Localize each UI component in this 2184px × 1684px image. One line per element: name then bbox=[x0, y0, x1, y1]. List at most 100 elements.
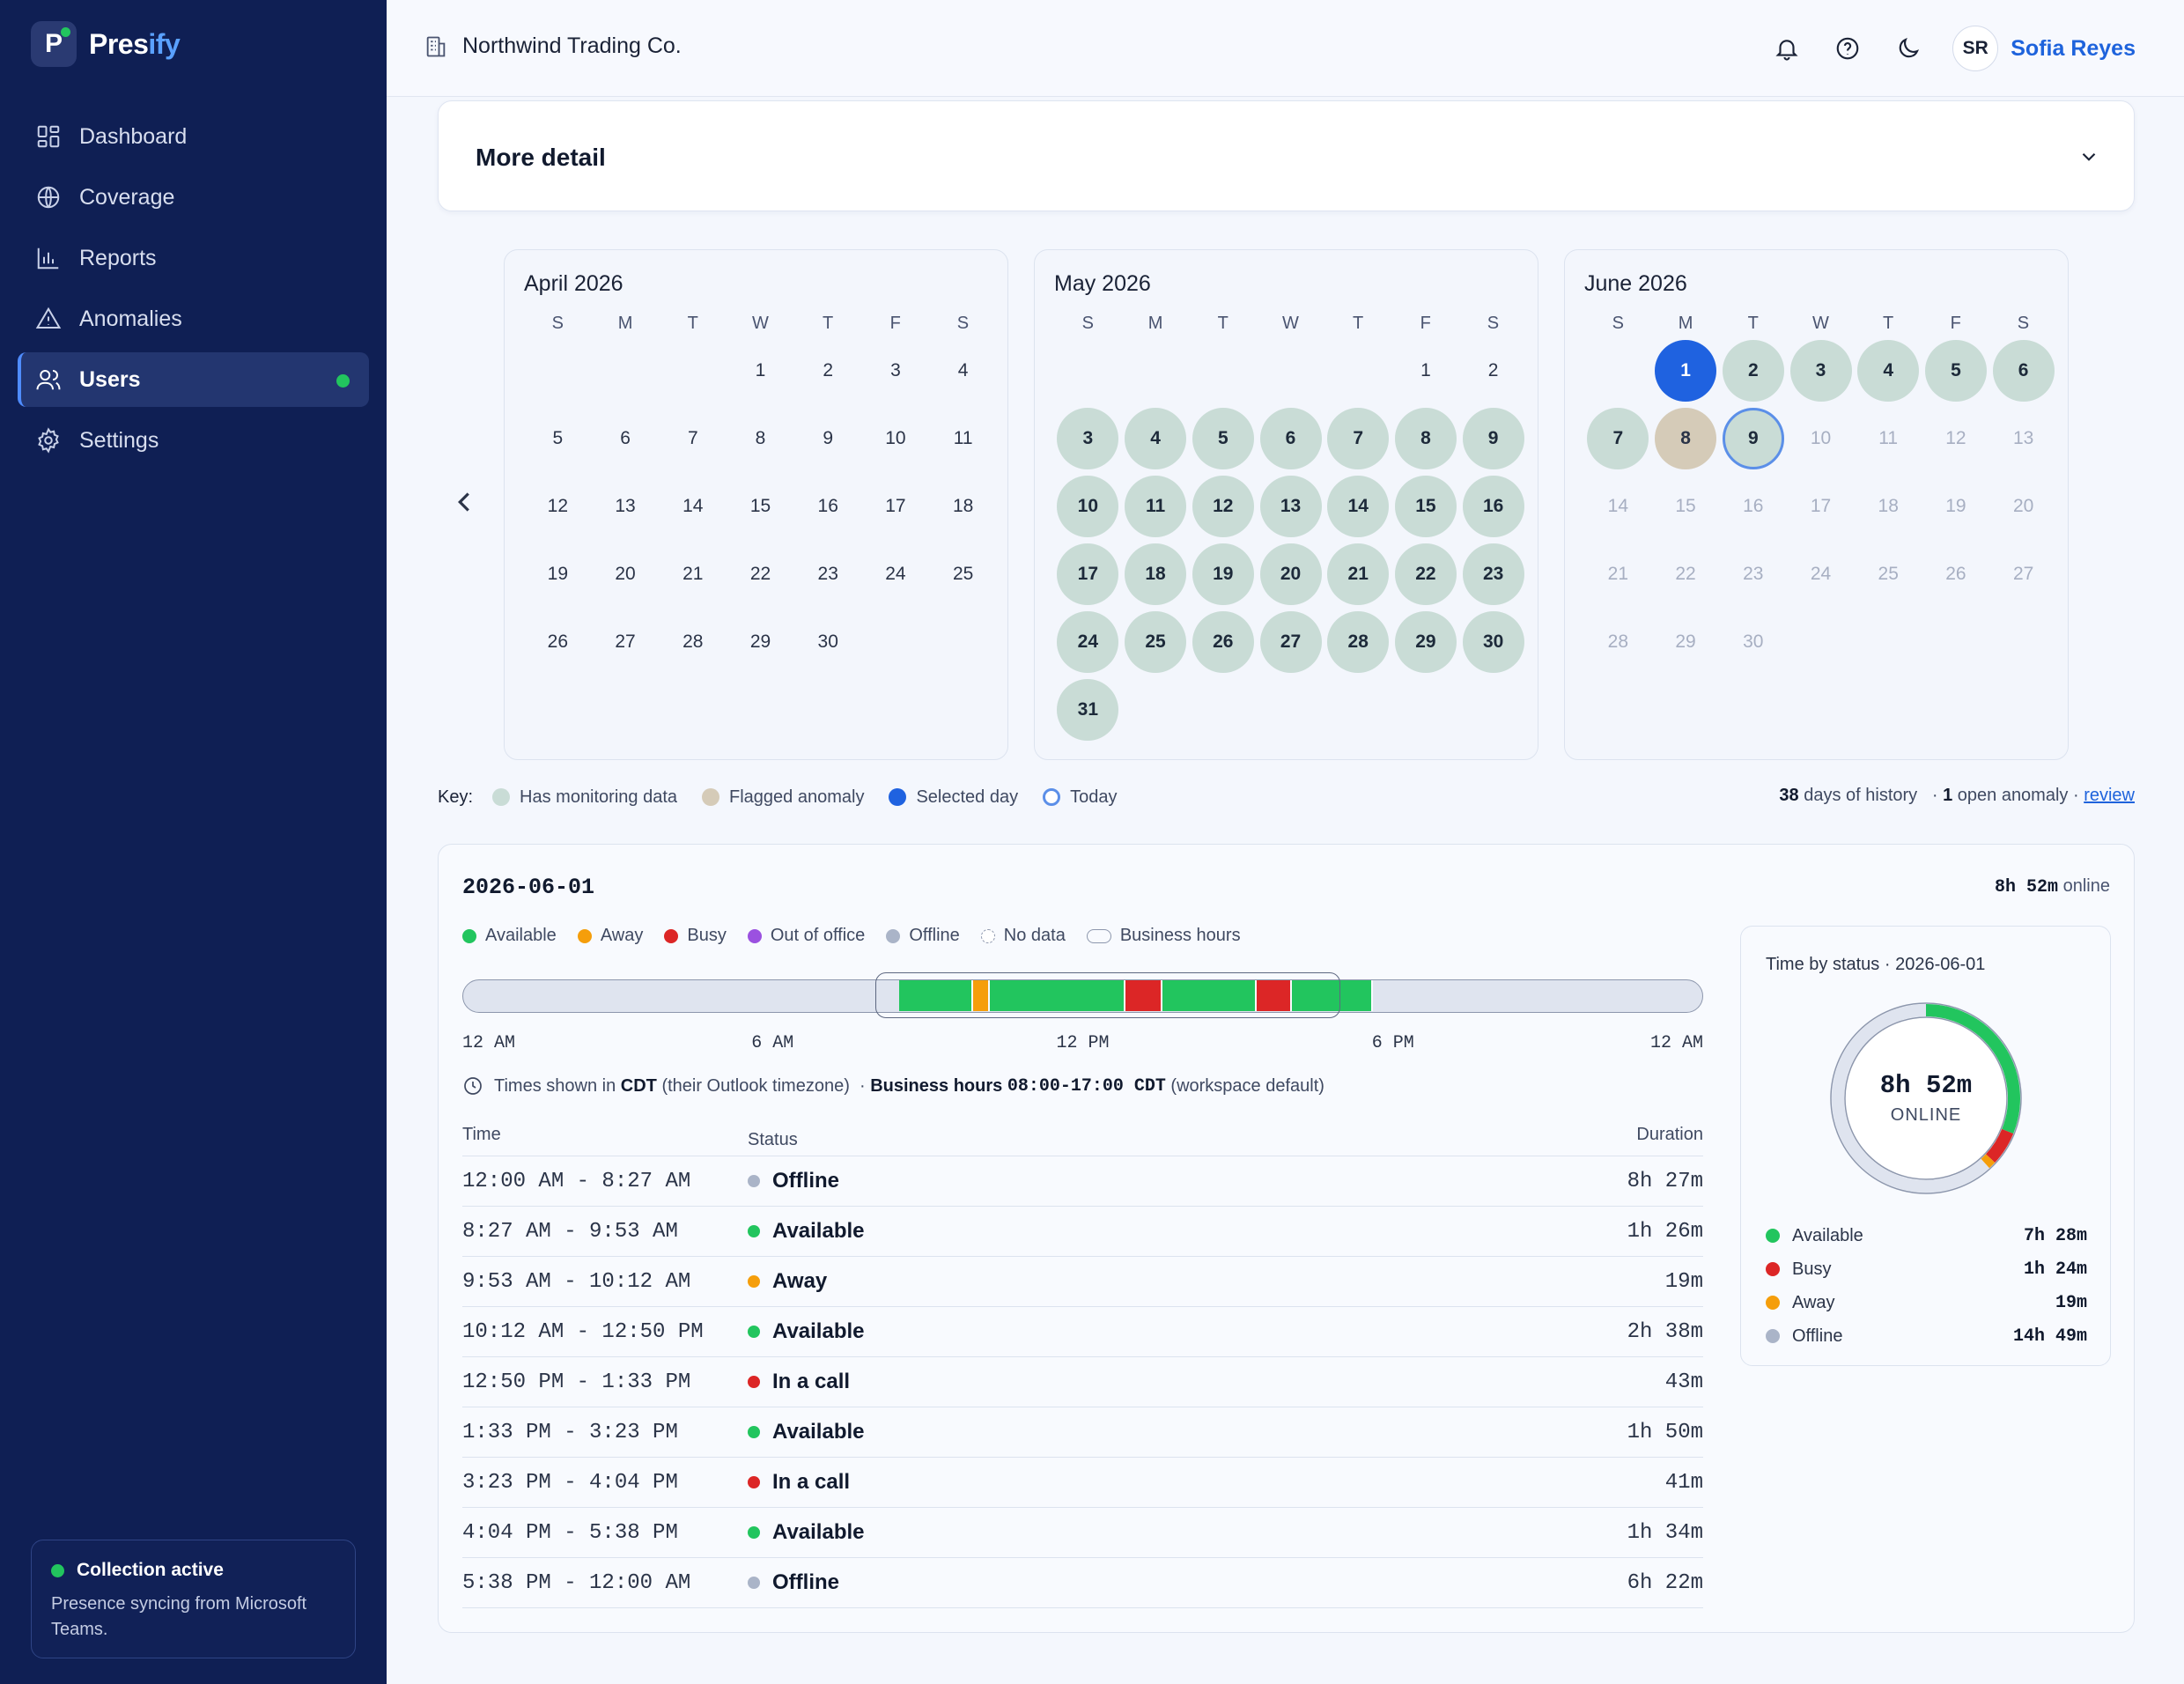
more-detail-accordion[interactable]: More detail bbox=[438, 100, 2135, 211]
calendar-day[interactable]: 23 bbox=[817, 564, 838, 584]
calendar-day[interactable]: 17 bbox=[1810, 496, 1832, 516]
timeline-segment-available[interactable] bbox=[1292, 980, 1373, 1011]
calendar-day[interactable]: 21 bbox=[682, 564, 704, 584]
calendar-day[interactable]: 27 bbox=[2012, 564, 2034, 584]
user-name[interactable]: Sofia Reyes bbox=[2011, 35, 2136, 61]
calendar-day[interactable]: 18 bbox=[1125, 543, 1187, 605]
timeline-segment-away[interactable] bbox=[972, 980, 990, 1011]
sidebar-item-coverage[interactable]: Coverage bbox=[18, 170, 369, 225]
sidebar-item-anomalies[interactable]: Anomalies bbox=[18, 292, 369, 346]
brand[interactable]: P Presify bbox=[31, 21, 181, 67]
calendar-day[interactable]: 4 bbox=[957, 360, 969, 380]
table-row[interactable]: 10:12 AM - 12:50 PM Available 2h 38m bbox=[462, 1307, 1703, 1357]
notifications-button[interactable] bbox=[1763, 25, 1811, 72]
calendar-day[interactable]: 15 bbox=[1675, 496, 1696, 516]
calendar-day[interactable]: 20 bbox=[1259, 543, 1322, 605]
calendar-day[interactable]: 2 bbox=[1487, 360, 1499, 380]
timeline-segment-available[interactable] bbox=[989, 980, 1125, 1011]
table-row[interactable]: 1:33 PM - 3:23 PM Available 1h 50m bbox=[462, 1407, 1703, 1458]
calendar-day[interactable]: 7 bbox=[1327, 408, 1390, 469]
calendar-day[interactable]: 13 bbox=[615, 496, 636, 516]
calendar-day[interactable]: 27 bbox=[615, 632, 636, 652]
calendar-day[interactable]: 9 bbox=[823, 428, 834, 448]
calendar-day[interactable]: 19 bbox=[547, 564, 569, 584]
donut-slice-available[interactable] bbox=[1925, 1004, 2020, 1134]
calendar-day[interactable]: 19 bbox=[1945, 496, 1966, 516]
calendar-day[interactable]: 13 bbox=[2012, 428, 2034, 448]
calendar-day[interactable]: 18 bbox=[1878, 496, 1899, 516]
calendar-day[interactable]: 8 bbox=[1394, 408, 1457, 469]
calendar-day[interactable]: 4 bbox=[1125, 408, 1187, 469]
timeline-segment-busy[interactable] bbox=[1125, 980, 1162, 1011]
table-row[interactable]: 9:53 AM - 10:12 AM Away 19m bbox=[462, 1257, 1703, 1307]
sidebar-item-reports[interactable]: Reports bbox=[18, 231, 369, 285]
org-switcher[interactable]: Northwind Trading Co. bbox=[424, 33, 682, 59]
calendar-day[interactable]: 26 bbox=[1945, 564, 1966, 584]
calendar-day[interactable]: 5 bbox=[1192, 408, 1254, 469]
table-row[interactable]: 4:04 PM - 5:38 PM Available 1h 34m bbox=[462, 1508, 1703, 1558]
calendar-day[interactable]: 3 bbox=[890, 360, 901, 380]
calendar-day[interactable]: 10 bbox=[1810, 428, 1832, 448]
calendar-day[interactable]: 24 bbox=[1810, 564, 1832, 584]
donut-slice-away[interactable] bbox=[1981, 1154, 1996, 1169]
calendar-day[interactable]: 29 bbox=[1394, 611, 1457, 673]
calendar-day[interactable]: 24 bbox=[885, 564, 906, 584]
calendar-day[interactable]: 14 bbox=[1327, 476, 1390, 537]
calendar-day[interactable]: 6 bbox=[1259, 408, 1322, 469]
calendar-day[interactable]: 9 bbox=[1462, 408, 1524, 469]
calendar-day[interactable]: 25 bbox=[1125, 611, 1187, 673]
calendar-day[interactable]: 14 bbox=[682, 496, 704, 516]
calendar-day[interactable]: 21 bbox=[1607, 564, 1629, 584]
help-button[interactable] bbox=[1824, 25, 1871, 72]
calendar-day[interactable]: 2 bbox=[1722, 340, 1784, 402]
calendar-day[interactable]: 12 bbox=[1945, 428, 1966, 448]
calendar-day[interactable]: 12 bbox=[1192, 476, 1254, 537]
calendar-day[interactable]: 15 bbox=[1394, 476, 1457, 537]
table-row[interactable]: 12:50 PM - 1:33 PM In a call 43m bbox=[462, 1357, 1703, 1407]
calendar-day[interactable]: 1 bbox=[755, 360, 766, 380]
calendar-day[interactable]: 11 bbox=[1125, 476, 1187, 537]
calendar-day[interactable]: 27 bbox=[1259, 611, 1322, 673]
sidebar-item-dashboard[interactable]: Dashboard bbox=[18, 109, 369, 164]
calendar-day[interactable]: 2 bbox=[823, 360, 834, 380]
calendar-day[interactable]: 21 bbox=[1327, 543, 1390, 605]
calendar-day[interactable]: 19 bbox=[1192, 543, 1254, 605]
calendar-day[interactable]: 29 bbox=[1675, 632, 1696, 652]
calendar-day[interactable]: 28 bbox=[1327, 611, 1390, 673]
calendar-day[interactable]: 31 bbox=[1057, 679, 1119, 741]
calendar-day[interactable]: 10 bbox=[1057, 476, 1119, 537]
calendar-day[interactable]: 26 bbox=[1192, 611, 1254, 673]
calendar-day[interactable]: 24 bbox=[1057, 611, 1119, 673]
calendar-day[interactable]: 1 bbox=[1655, 340, 1717, 402]
calendar-day[interactable]: 15 bbox=[749, 496, 771, 516]
calendar-day[interactable]: 11 bbox=[1878, 428, 1899, 448]
calendar-day[interactable]: 22 bbox=[749, 564, 771, 584]
calendar-day[interactable]: 3 bbox=[1057, 408, 1119, 469]
day-timeline[interactable] bbox=[462, 979, 1703, 1013]
calendar-day[interactable]: 14 bbox=[1607, 496, 1629, 516]
calendar-day[interactable]: 22 bbox=[1675, 564, 1696, 584]
calendar-day[interactable]: 30 bbox=[1743, 632, 1764, 652]
calendar-day[interactable]: 11 bbox=[953, 428, 973, 448]
timeline-segment-available[interactable] bbox=[899, 980, 973, 1011]
calendar-day[interactable]: 13 bbox=[1259, 476, 1322, 537]
calendar-day[interactable]: 23 bbox=[1462, 543, 1524, 605]
calendar-day[interactable]: 28 bbox=[682, 632, 704, 652]
calendar-day[interactable]: 25 bbox=[1878, 564, 1899, 584]
calendar-day[interactable]: 8 bbox=[1655, 408, 1717, 469]
table-row[interactable]: 3:23 PM - 4:04 PM In a call 41m bbox=[462, 1458, 1703, 1508]
calendar-day[interactable]: 10 bbox=[885, 428, 906, 448]
calendar-day[interactable]: 6 bbox=[1992, 340, 2055, 402]
calendar-day[interactable]: 26 bbox=[547, 632, 569, 652]
donut-slice-busy[interactable] bbox=[1985, 1128, 2014, 1163]
calendar-day[interactable]: 7 bbox=[687, 428, 698, 448]
calendar-day[interactable]: 5 bbox=[1924, 340, 1987, 402]
calendar-day[interactable]: 20 bbox=[615, 564, 636, 584]
calendar-day[interactable]: 5 bbox=[552, 428, 564, 448]
review-link[interactable]: review bbox=[2084, 786, 2135, 805]
calendar-day[interactable]: 17 bbox=[1057, 543, 1119, 605]
sidebar-item-settings[interactable]: Settings bbox=[18, 413, 369, 468]
calendar-day[interactable]: 30 bbox=[1462, 611, 1524, 673]
donut-slice-offline[interactable] bbox=[1832, 1004, 1989, 1193]
timeline-segment-available[interactable] bbox=[1162, 980, 1258, 1011]
